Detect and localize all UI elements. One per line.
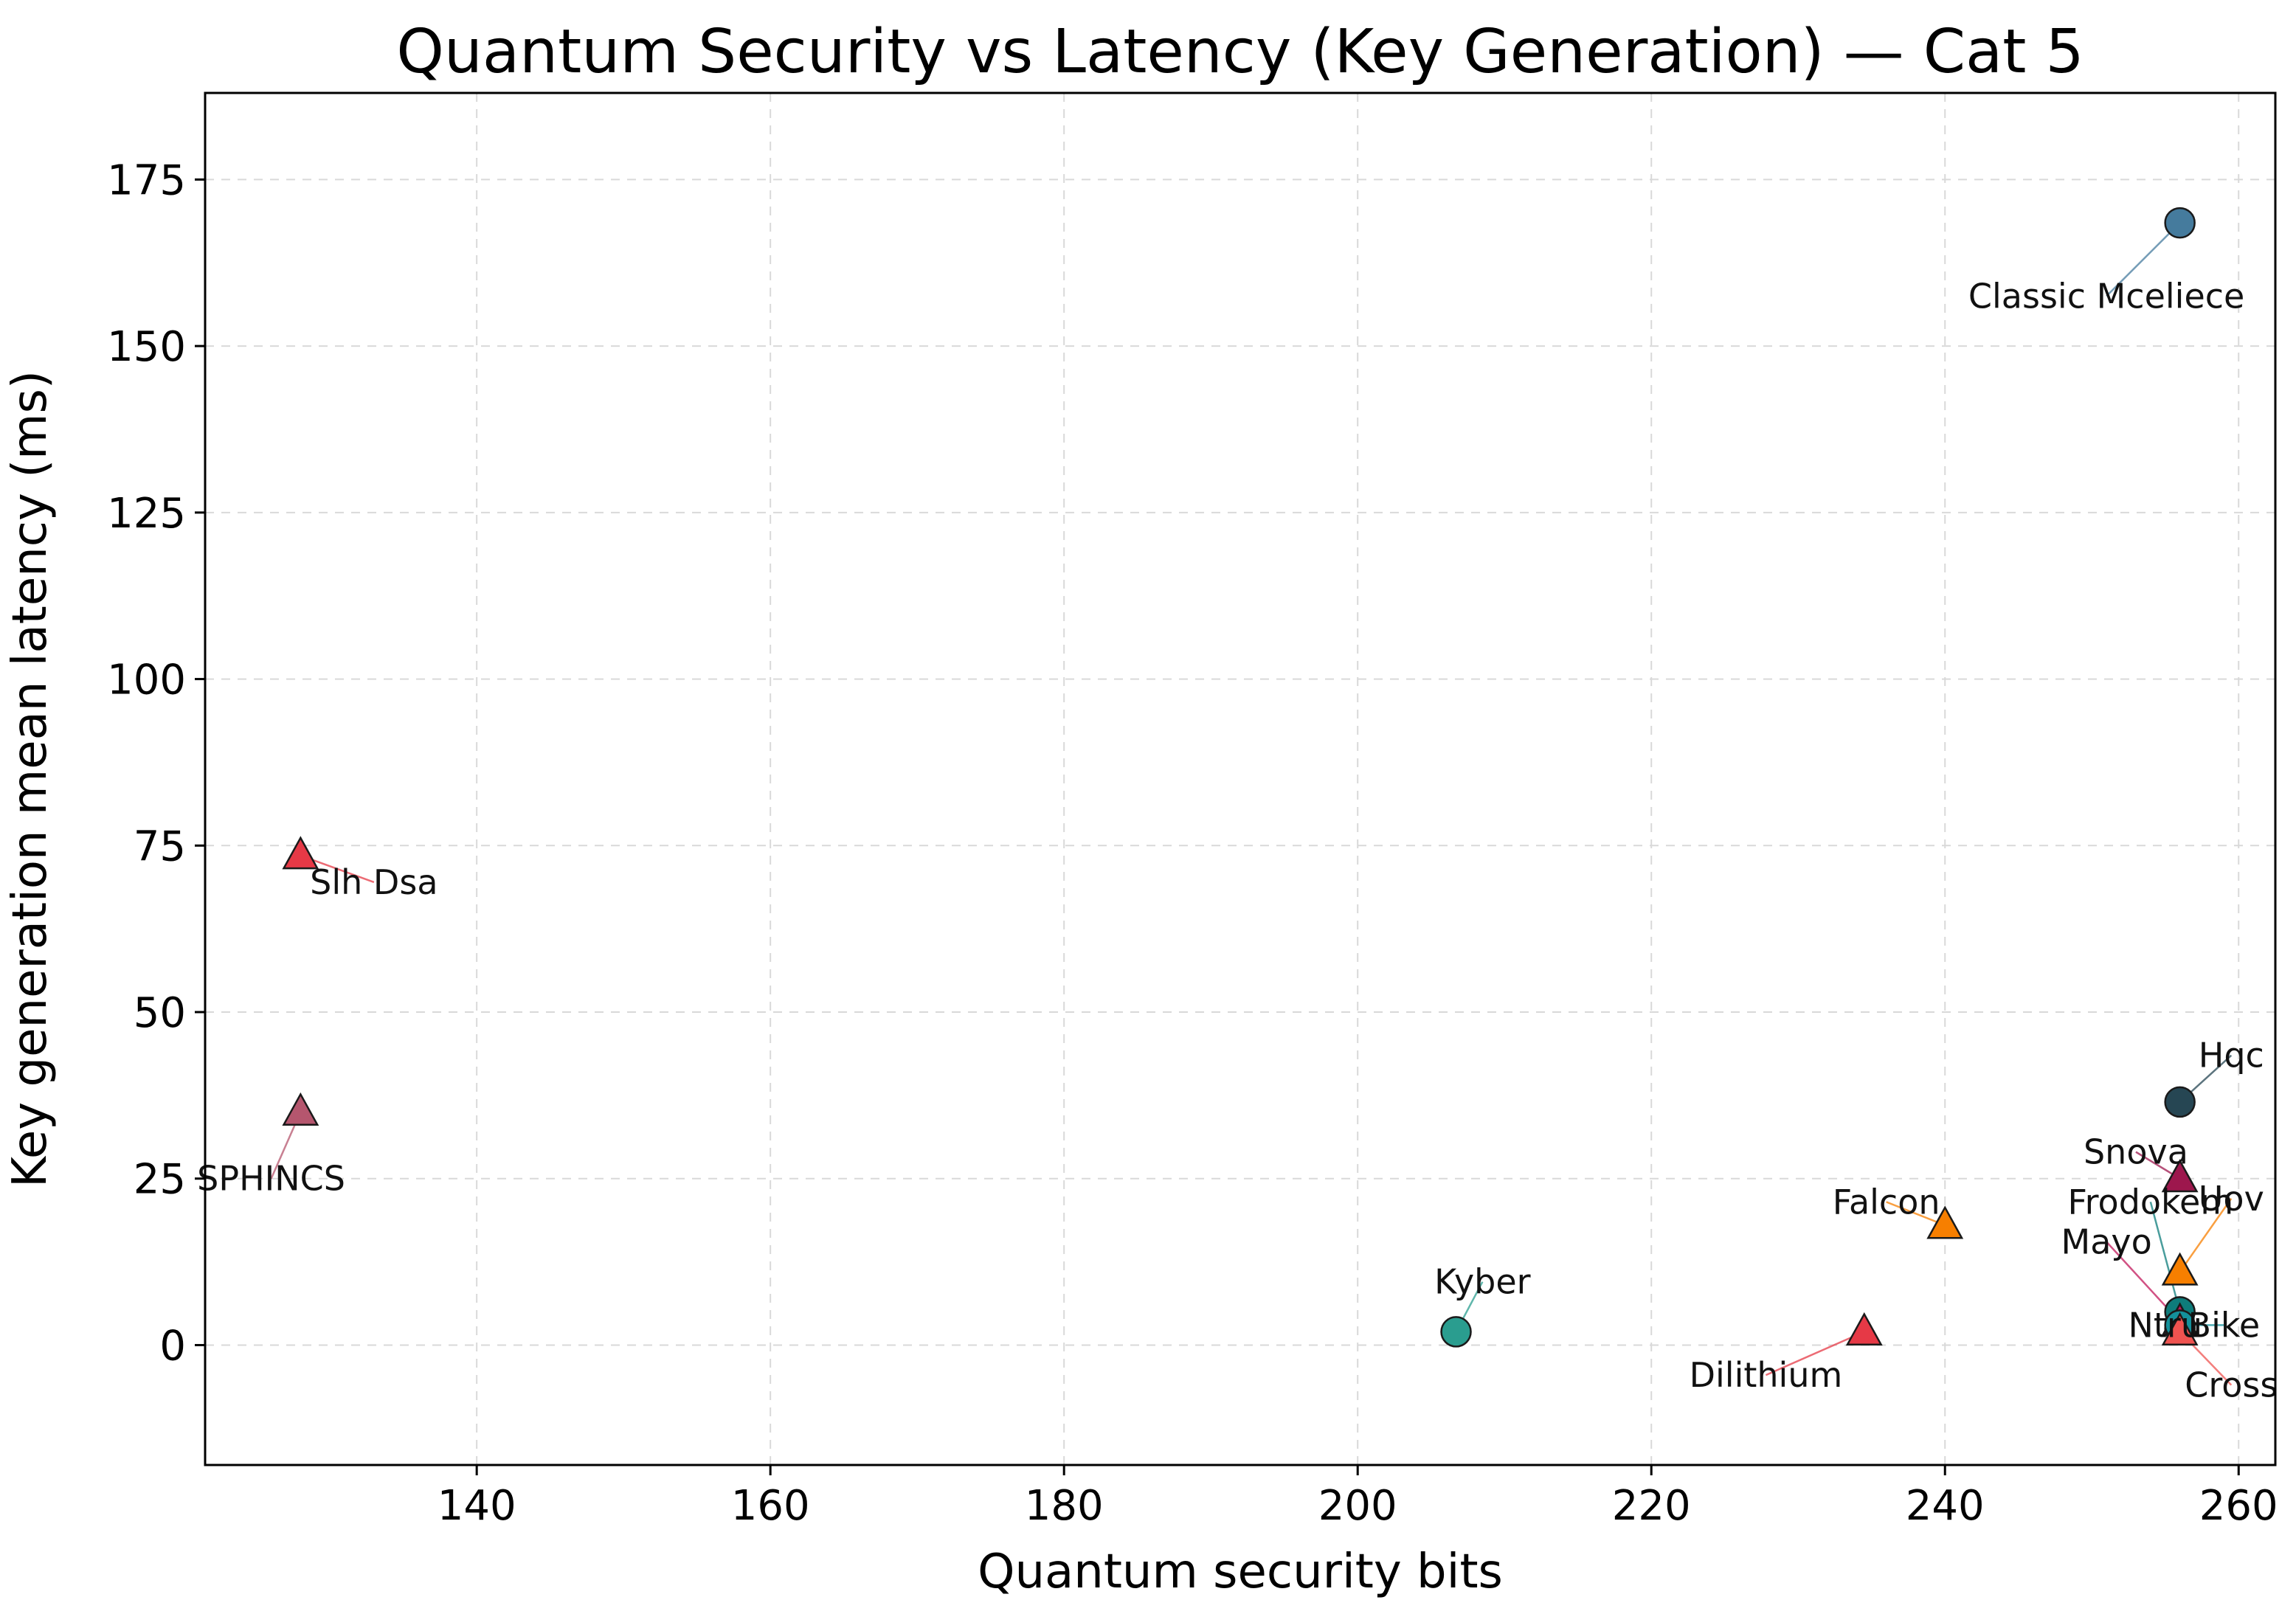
data-point-triangle: [1926, 1205, 1964, 1239]
y-tick-label: 125: [107, 490, 186, 538]
data-point-triangle: [2161, 1312, 2199, 1345]
data-point-triangle: [2161, 1159, 2199, 1193]
data-label: SPHINCS: [197, 1159, 345, 1199]
x-tick-label: 240: [1906, 1482, 1985, 1530]
x-tick-label: 160: [731, 1482, 810, 1530]
x-tick-label: 140: [438, 1482, 516, 1530]
plot-frame: [204, 91, 2277, 1466]
y-tick-label: 0: [159, 1322, 186, 1370]
y-tick-label: 50: [134, 989, 186, 1037]
label-leader-line: [2149, 1202, 2181, 1312]
y-tick-label: 75: [134, 822, 186, 870]
data-point-circle: [1440, 1316, 1472, 1348]
data-label: Frodokem: [2068, 1182, 2234, 1222]
data-point-triangle: [1845, 1312, 1883, 1345]
axis-ticks: 140 160 180 200 220 240 260 0 25 50 75 100 125 150 175: [107, 156, 2278, 1530]
data-point-circle: [2164, 1086, 2196, 1118]
chart-title: Quantum Security vs Latency (Key Generat…: [396, 17, 2084, 87]
label-leader-line: [2179, 1198, 2233, 1272]
y-tick-label: 150: [107, 323, 186, 371]
data-label: Ntru: [2128, 1305, 2202, 1345]
data-label: Falcon: [1833, 1182, 1940, 1222]
data-label: Hqc: [2199, 1036, 2264, 1076]
data-point-triangle: [2161, 1252, 2199, 1286]
data-points: [282, 207, 2199, 1348]
data-label: Kyber: [1434, 1262, 1531, 1302]
data-point-triangle: [282, 1092, 319, 1126]
grid: [205, 93, 2275, 1465]
data-label: Slh Dsa: [310, 862, 438, 902]
label-leader-line: [1765, 1331, 1865, 1376]
x-tick-label: 180: [1025, 1482, 1104, 1530]
x-tick-label: 200: [1318, 1482, 1397, 1530]
data-point-circle: [2164, 207, 2196, 239]
data-label: Bike: [2188, 1305, 2261, 1345]
y-axis-title: Key generation mean latency (ms): [3, 370, 58, 1188]
x-tick-label: 260: [2199, 1482, 2278, 1530]
data-label: Cross: [2185, 1365, 2278, 1405]
y-tick-label: 175: [107, 156, 186, 204]
data-label: Dilithium: [1690, 1355, 1843, 1395]
point-labels: Classic Mceliece Slh Dsa SPHINCS Hqc Snova Uo…: [197, 276, 2278, 1405]
x-tick-label: 220: [1612, 1482, 1691, 1530]
data-label: Snova: [2084, 1132, 2188, 1172]
data-label: Uov: [2199, 1179, 2264, 1219]
x-axis-title: Quantum security bits: [978, 1545, 1503, 1599]
data-point-triangle: [282, 836, 319, 870]
label-leader-line: [1886, 1201, 1946, 1227]
label-leader-line: [2106, 222, 2181, 297]
data-label: Mayo: [2061, 1222, 2152, 1262]
data-label: Classic Mceliece: [1968, 276, 2244, 316]
y-tick-label: 25: [134, 1156, 186, 1204]
y-tick-label: 100: [107, 657, 186, 704]
